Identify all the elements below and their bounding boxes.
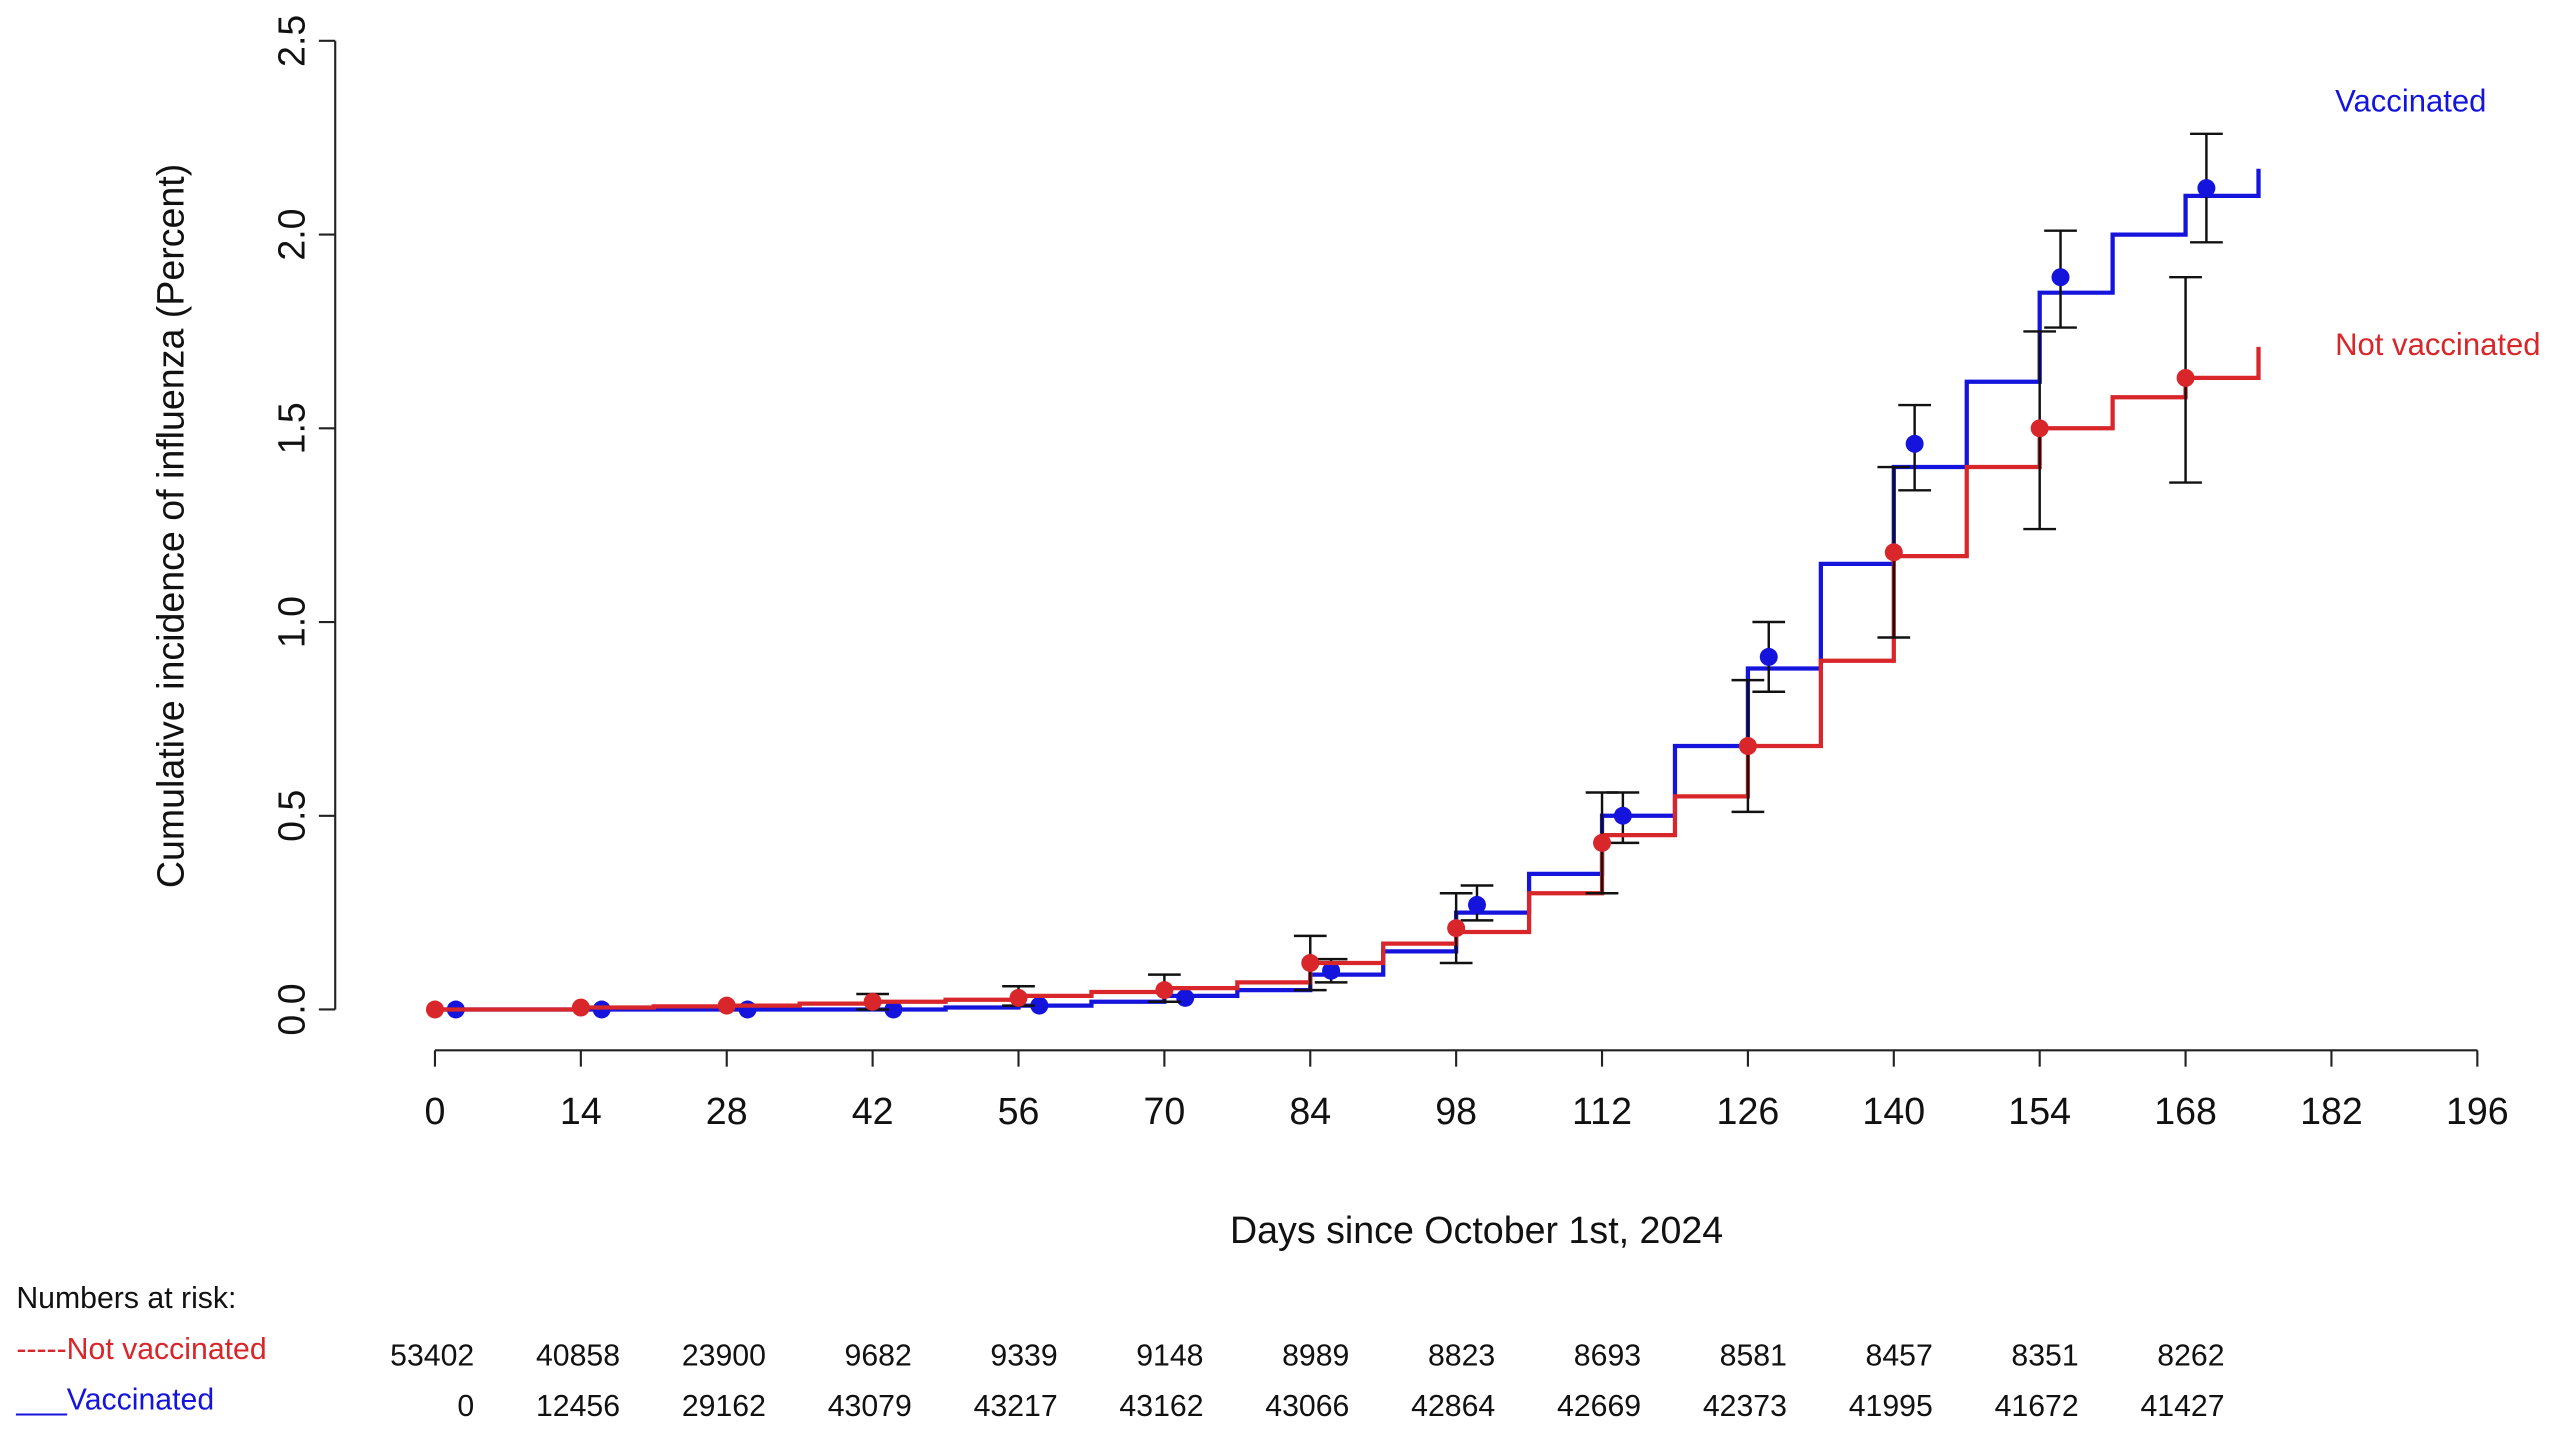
x-tick-label: 168	[2154, 1090, 2217, 1132]
point	[1176, 988, 1195, 1007]
risk-row-label: -----Not vaccinated	[16, 1333, 266, 1366]
point	[1905, 434, 1924, 453]
point	[1447, 919, 1466, 938]
risk-value: 41672	[1995, 1390, 2079, 1423]
y-axis-title: Cumulative incidence of influenza (Perce…	[149, 164, 191, 888]
x-axis-title: Days since October 1st, 2024	[1230, 1209, 1723, 1251]
x-tick-label: 98	[1435, 1090, 1477, 1132]
x-tick-label: 112	[1572, 1090, 1632, 1132]
y-tick-label: 1.0	[270, 596, 312, 648]
risk-value: 8989	[1282, 1339, 1349, 1372]
point	[738, 1000, 757, 1019]
point	[1009, 988, 1028, 1007]
point	[2197, 179, 2216, 198]
x-tick-label: 28	[706, 1090, 748, 1132]
survival-curve	[434, 168, 2261, 1012]
point	[1155, 981, 1174, 1000]
point	[1613, 806, 1632, 825]
y-tick-label: 2.0	[270, 208, 312, 260]
x-tick-label: 14	[560, 1090, 602, 1132]
point	[425, 1000, 444, 1019]
series-label: Not vaccinated	[2335, 327, 2540, 362]
x-tick-label: 84	[1289, 1090, 1331, 1132]
risk-value: 43079	[828, 1390, 912, 1423]
risk-row-label: ___Vaccinated	[15, 1384, 214, 1417]
risk-value: 43162	[1119, 1390, 1203, 1423]
point	[1467, 895, 1486, 914]
x-tick-label: 70	[1143, 1090, 1185, 1132]
point	[863, 992, 882, 1011]
risk-value: 8581	[1720, 1339, 1787, 1372]
x-tick-label: 140	[1862, 1090, 1925, 1132]
risk-value: 43066	[1265, 1390, 1349, 1423]
risk-value: 40858	[536, 1339, 620, 1372]
point	[1301, 954, 1320, 972]
risk-value: 8693	[1574, 1339, 1641, 1372]
risk-value: 42864	[1411, 1390, 1495, 1423]
series-label: Vaccinated	[2335, 84, 2486, 119]
risk-value: 42669	[1557, 1390, 1641, 1423]
x-tick-label: 42	[852, 1090, 894, 1132]
x-tick-label: 0	[425, 1090, 446, 1132]
risk-value: 12456	[536, 1390, 620, 1423]
y-tick-label: 0.0	[270, 983, 312, 1035]
point	[571, 998, 590, 1017]
x-tick-label: 126	[1717, 1090, 1780, 1132]
risk-value: 8823	[1428, 1339, 1495, 1372]
x-tick-label: 154	[2008, 1090, 2071, 1132]
point	[1030, 996, 1049, 1015]
risk-value: 9339	[990, 1339, 1057, 1372]
point	[2030, 419, 2049, 438]
point	[2176, 368, 2195, 387]
risk-value: 8262	[2157, 1339, 2224, 1372]
point	[1759, 647, 1778, 666]
x-tick-label: 182	[2300, 1090, 2363, 1132]
x-tick-label: 196	[2446, 1090, 2509, 1132]
y-tick-label: 1.5	[270, 402, 312, 454]
point	[1738, 737, 1757, 756]
point	[1322, 961, 1341, 980]
risk-value: 29162	[682, 1390, 766, 1423]
x-tick-label: 56	[998, 1090, 1040, 1132]
point	[1884, 543, 1903, 562]
point	[717, 996, 736, 1015]
y-tick-label: 0.5	[270, 790, 312, 842]
point	[2051, 268, 2070, 287]
risk-value: 0	[457, 1390, 474, 1423]
point	[1593, 833, 1612, 852]
risk-table-title: Numbers at risk:	[16, 1282, 236, 1315]
risk-value: 41995	[1849, 1390, 1933, 1423]
y-tick-label: 2.5	[270, 15, 312, 67]
risk-value: 43217	[974, 1390, 1058, 1423]
risk-value: 8457	[1866, 1339, 1933, 1372]
risk-value: 42373	[1703, 1390, 1787, 1423]
risk-value: 53402	[390, 1339, 474, 1372]
survival-curve	[434, 346, 2261, 1012]
risk-value: 23900	[682, 1339, 766, 1372]
risk-value: 8351	[2011, 1339, 2078, 1372]
risk-value: 9148	[1136, 1339, 1203, 1372]
risk-value: 41427	[2140, 1390, 2224, 1423]
point	[884, 1000, 903, 1019]
risk-value: 9682	[845, 1339, 912, 1372]
